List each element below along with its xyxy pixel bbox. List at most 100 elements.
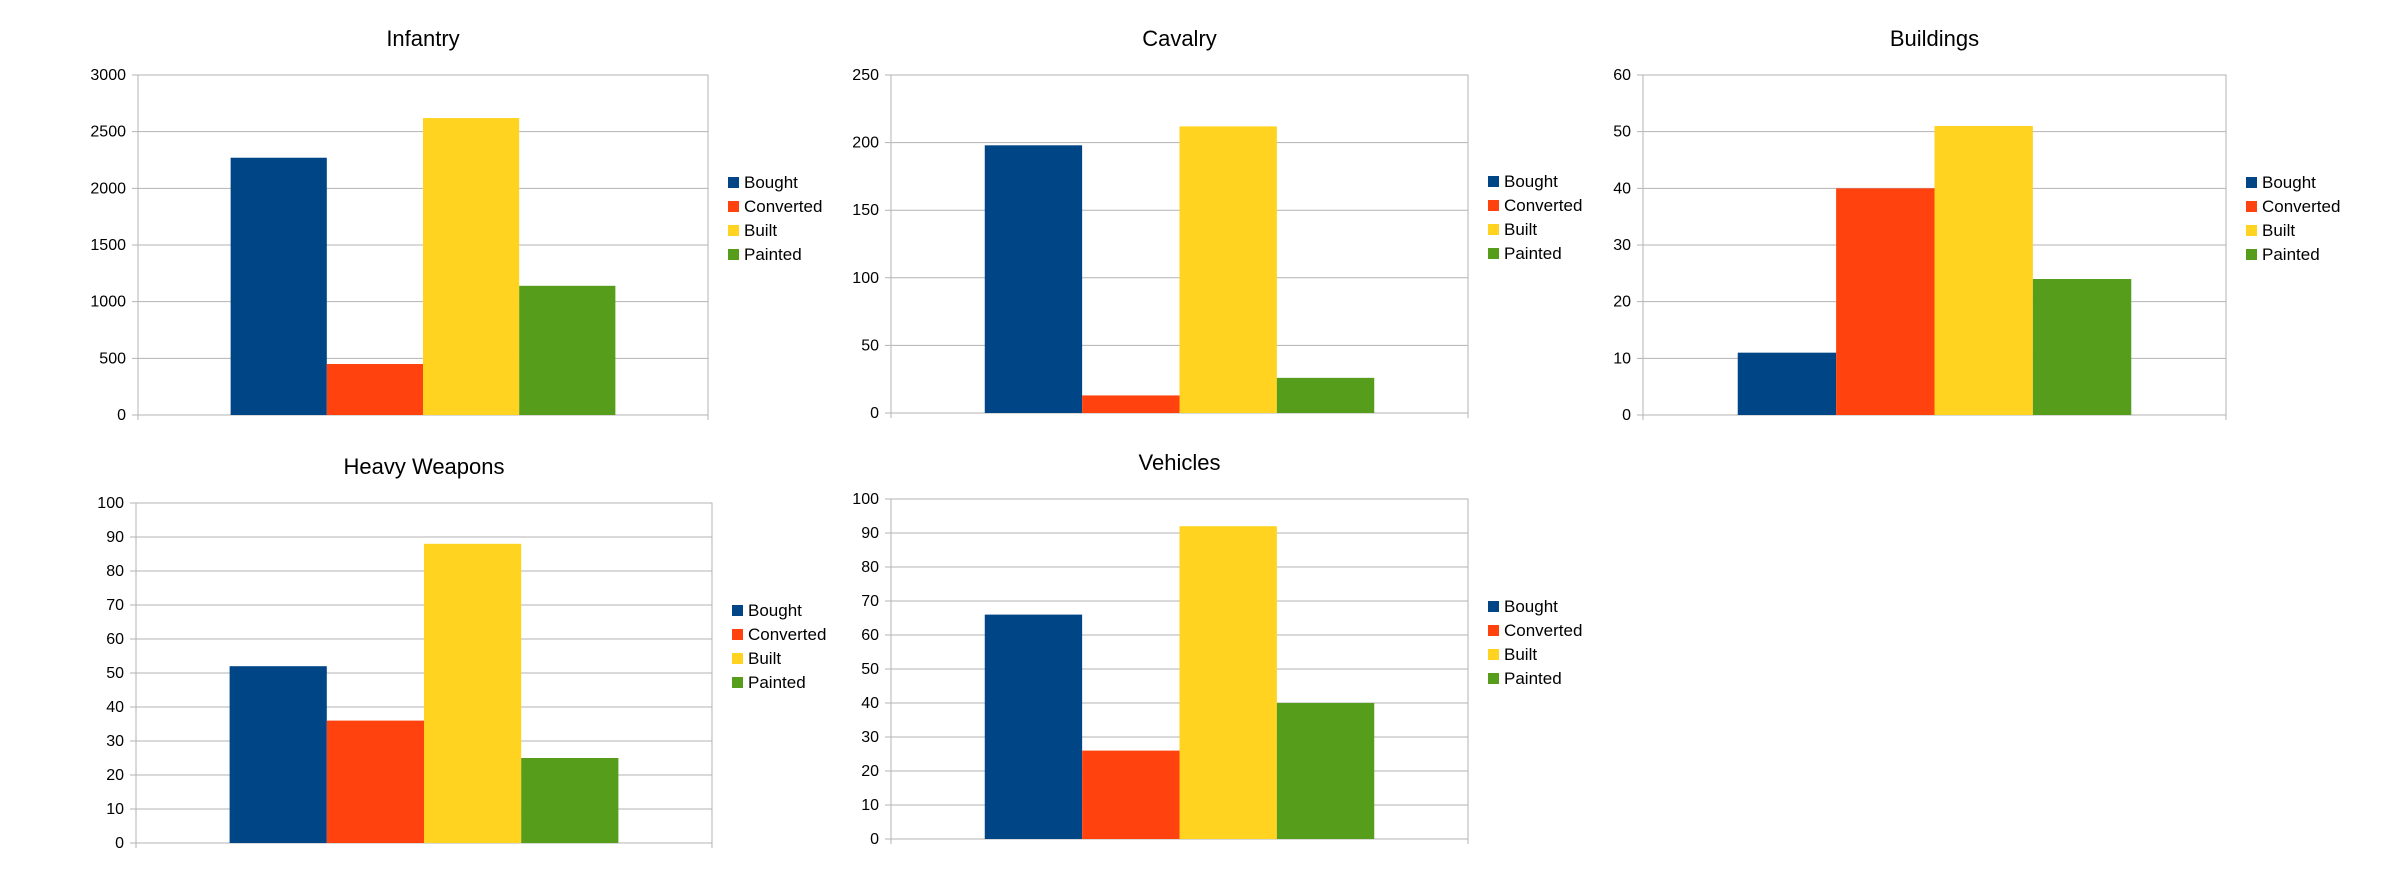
legend-swatch-bought xyxy=(1488,176,1499,187)
legend-label: Painted xyxy=(1504,669,1562,688)
legend-label: Built xyxy=(1504,220,1537,239)
legend-swatch-painted xyxy=(1488,248,1499,259)
y-tick-label: 500 xyxy=(99,350,126,367)
legend-swatch-painted xyxy=(732,677,743,688)
bar-converted xyxy=(1082,750,1180,839)
legend-swatch-painted xyxy=(1488,673,1499,684)
y-tick-label: 0 xyxy=(870,831,879,848)
legend-label: Bought xyxy=(1504,172,1558,191)
bar-built xyxy=(1934,126,2033,415)
bar-painted xyxy=(1276,377,1375,413)
y-tick-label: 150 xyxy=(852,202,879,219)
y-tick-label: 2000 xyxy=(90,180,126,197)
y-tick-label: 1500 xyxy=(90,237,126,254)
y-tick-label: 50 xyxy=(861,337,879,354)
y-tick-label: 30 xyxy=(106,733,124,750)
chart-vehicles: Vehicles 0 10 20 30 40 50 60 70 80 90 100 Bought Conv… xyxy=(852,450,1582,848)
legend-swatch-converted xyxy=(732,629,743,640)
chart-buildings: Buildings 0 10 20 30 40 50 60 Bought Converted Bui… xyxy=(1613,26,2340,424)
legend-label: Built xyxy=(748,649,781,668)
legend-swatch-built xyxy=(1488,649,1499,660)
y-tick-label: 70 xyxy=(861,593,879,610)
bar-bought xyxy=(984,614,1083,839)
y-tick-label: 100 xyxy=(97,495,124,512)
legend-label: Bought xyxy=(748,601,802,620)
y-tick-label: 10 xyxy=(1613,350,1631,367)
bar-built xyxy=(423,118,520,416)
legend-label: Converted xyxy=(1504,196,1582,215)
y-tick-label: 20 xyxy=(861,763,879,780)
y-tick-label: 90 xyxy=(861,525,879,542)
legend-swatch-built xyxy=(1488,224,1499,235)
y-tick-label: 0 xyxy=(117,407,126,424)
legend-label: Bought xyxy=(2262,173,2316,192)
bar-bought xyxy=(229,666,327,843)
y-tick-label: 40 xyxy=(106,699,124,716)
y-tick-label: 30 xyxy=(861,729,879,746)
bar-bought xyxy=(230,157,327,415)
bar-converted xyxy=(326,364,423,415)
y-tick-label: 250 xyxy=(852,67,879,84)
bar-bought xyxy=(984,145,1083,413)
legend-swatch-bought xyxy=(1488,601,1499,612)
chart-title: Vehicles xyxy=(1139,450,1221,475)
chart-infantry: Infantry 0 500 1000 1500 2000 2500 3000 Bought Co… xyxy=(90,26,822,424)
y-tick-label: 90 xyxy=(106,529,124,546)
legend-swatch-converted xyxy=(2246,201,2257,212)
y-tick-label: 200 xyxy=(852,135,879,152)
y-tick-label: 3000 xyxy=(90,67,126,84)
legend-label: Painted xyxy=(1504,244,1562,263)
bar-built xyxy=(1179,126,1277,413)
legend-label: Built xyxy=(2262,221,2295,240)
y-tick-label: 10 xyxy=(106,801,124,818)
chart-cavalry: Cavalry 0 50 100 150 200 250 Bought Converted Bui… xyxy=(852,26,1582,422)
legend-swatch-built xyxy=(728,225,739,236)
y-tick-label: 100 xyxy=(852,270,879,287)
y-tick-label: 50 xyxy=(861,661,879,678)
y-tick-label: 0 xyxy=(1622,407,1631,424)
legend-swatch-built xyxy=(732,653,743,664)
legend-label: Converted xyxy=(748,625,826,644)
legend-label: Converted xyxy=(2262,197,2340,216)
chart-title: Cavalry xyxy=(1142,26,1217,51)
legend-label: Bought xyxy=(744,173,798,192)
legend-label: Built xyxy=(1504,645,1537,664)
legend-label: Painted xyxy=(2262,245,2320,264)
y-tick-label: 50 xyxy=(106,665,124,682)
legend-swatch-built xyxy=(2246,225,2257,236)
chart-heavy-weapons: Heavy Weapons 0 10 20 30 40 50 60 70 80 90 100 Bough… xyxy=(97,454,826,852)
legend-label: Converted xyxy=(744,197,822,216)
legend-swatch-converted xyxy=(1488,200,1499,211)
y-tick-label: 100 xyxy=(852,491,879,508)
legend-swatch-painted xyxy=(2246,249,2257,260)
y-tick-label: 20 xyxy=(1613,294,1631,311)
legend-label: Painted xyxy=(744,245,802,264)
bar-painted xyxy=(521,758,619,843)
bar-converted xyxy=(1082,395,1180,413)
bar-built xyxy=(424,543,522,843)
bar-built xyxy=(1179,526,1277,839)
y-tick-label: 60 xyxy=(106,631,124,648)
chart-title: Heavy Weapons xyxy=(343,454,504,479)
y-tick-label: 60 xyxy=(1613,67,1631,84)
bar-converted xyxy=(1836,188,1935,415)
y-tick-label: 70 xyxy=(106,597,124,614)
y-tick-label: 40 xyxy=(861,695,879,712)
bar-painted xyxy=(2032,279,2132,415)
legend-swatch-bought xyxy=(732,605,743,616)
chart-title: Buildings xyxy=(1890,26,1979,51)
legend-swatch-painted xyxy=(728,249,739,260)
legend-swatch-converted xyxy=(1488,625,1499,636)
y-tick-label: 0 xyxy=(870,405,879,422)
legend-label: Converted xyxy=(1504,621,1582,640)
bar-bought xyxy=(1737,352,1837,415)
bar-painted xyxy=(1276,703,1375,839)
y-tick-label: 1000 xyxy=(90,294,126,311)
legend-label: Bought xyxy=(1504,597,1558,616)
legend-label: Built xyxy=(744,221,777,240)
y-tick-label: 0 xyxy=(115,835,124,852)
y-tick-label: 80 xyxy=(106,563,124,580)
y-tick-label: 30 xyxy=(1613,237,1631,254)
bar-converted xyxy=(326,720,424,843)
